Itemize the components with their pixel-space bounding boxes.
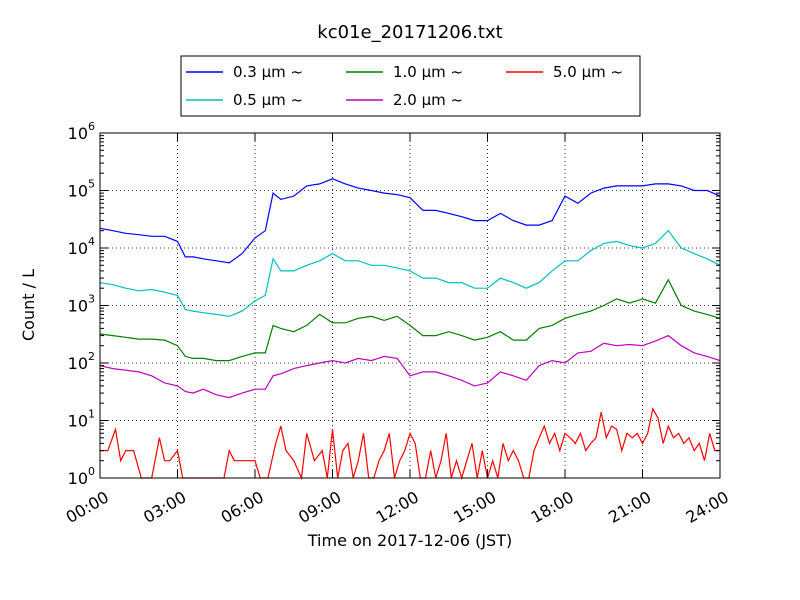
- series-line-0: [99, 178, 721, 264]
- x-tick-label: 09:00: [295, 487, 344, 527]
- series-line-2: [99, 278, 721, 362]
- y-tick-label: 100: [68, 465, 95, 488]
- axis-ticks: [99, 132, 721, 479]
- chart-title: kc01e_20171206.txt: [317, 22, 502, 43]
- series-line-1: [99, 229, 721, 317]
- grid-lines: [100, 133, 720, 478]
- x-tick-label: 12:00: [373, 487, 422, 527]
- x-axis-label: Time on 2017-12-06 (JST): [307, 531, 512, 550]
- series-line-3: [99, 334, 721, 399]
- x-tick-label: 21:00: [605, 487, 654, 527]
- y-axis-label: Count / L: [19, 269, 38, 341]
- legend-label: 1.0 μm ~: [393, 63, 463, 81]
- x-tick-label: 18:00: [528, 487, 577, 527]
- y-tick-label: 101: [68, 408, 95, 431]
- x-tick-label: 24:00: [683, 487, 732, 527]
- y-tick-label: 103: [68, 293, 95, 316]
- legend-box: [180, 55, 641, 117]
- legend-label: 0.3 μm ~: [233, 63, 303, 81]
- legend-label: 5.0 μm ~: [553, 63, 623, 81]
- series-line-4: [100, 407, 720, 481]
- y-tick-label: 104: [68, 235, 95, 258]
- x-tick-label: 06:00: [218, 487, 267, 527]
- legend-label: 2.0 μm ~: [393, 91, 463, 109]
- legend: 0.3 μm ~ 0.5 μm ~ 1.0 μm ~ 2.0 μm ~ 5.0 μm ~: [180, 55, 641, 117]
- x-tick-label: 00:00: [63, 487, 112, 527]
- x-tick-labels: 00:00 03:00 06:00 09:00 12:00 15:00 18:00 21:00…: [63, 487, 732, 527]
- x-tick-label: 03:00: [140, 487, 189, 527]
- legend-label: 0.5 μm ~: [233, 91, 303, 109]
- y-tick-label: 102: [68, 350, 95, 373]
- y-tick-labels: 100 101 102 103 104 105 106: [68, 120, 95, 488]
- y-tick-label: 105: [68, 178, 95, 201]
- y-tick-label: 106: [68, 120, 95, 143]
- x-tick-label: 15:00: [450, 487, 499, 527]
- series-lines: [99, 178, 721, 481]
